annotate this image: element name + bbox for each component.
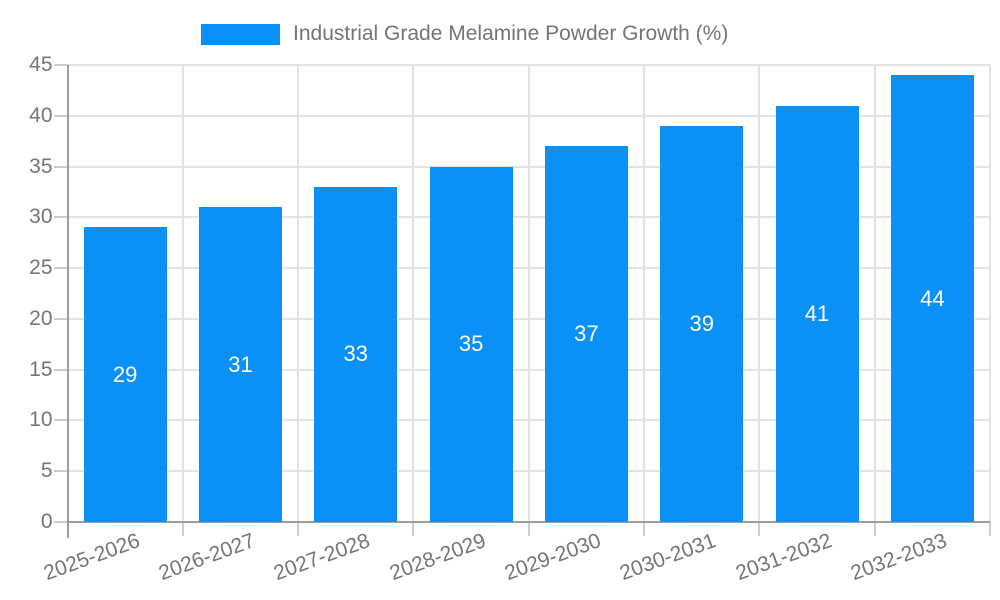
legend-item[interactable]: Industrial Grade Melamine Powder Growth … bbox=[201, 18, 728, 50]
y-axis-label: 25 bbox=[29, 256, 53, 280]
y-axis-tick bbox=[53, 470, 68, 473]
x-axis-tick bbox=[873, 522, 876, 536]
x-axis-tick bbox=[527, 522, 530, 536]
v-gridline bbox=[181, 65, 184, 522]
x-axis-line bbox=[66, 521, 990, 523]
x-axis-label: 2027-2028 bbox=[271, 529, 374, 586]
y-axis-tick bbox=[53, 368, 68, 371]
x-axis-label: 2026-2027 bbox=[155, 529, 258, 586]
x-axis-label: 2029-2030 bbox=[501, 529, 604, 586]
x-axis-label: 2028-2029 bbox=[386, 529, 489, 586]
y-axis-label: 30 bbox=[29, 205, 53, 229]
v-gridline bbox=[297, 65, 300, 522]
bar[interactable] bbox=[544, 146, 628, 522]
bar-value-label: 29 bbox=[112, 361, 138, 387]
y-axis-label: 20 bbox=[29, 306, 53, 330]
bar[interactable] bbox=[890, 75, 974, 522]
bar-value-label: 39 bbox=[689, 310, 714, 336]
v-gridline bbox=[412, 65, 415, 522]
bar[interactable] bbox=[775, 105, 859, 522]
x-axis-label: 2025-2026 bbox=[40, 529, 143, 586]
legend-swatch-icon bbox=[201, 23, 280, 45]
v-gridline bbox=[873, 65, 876, 522]
x-axis-tick bbox=[297, 522, 300, 536]
x-axis-label: 2032-2033 bbox=[847, 529, 950, 586]
y-axis-label: 15 bbox=[29, 357, 53, 381]
y-axis-label: 35 bbox=[29, 154, 53, 178]
y-axis-tick bbox=[53, 317, 68, 320]
legend-label: Industrial Grade Melamine Powder Growth … bbox=[293, 22, 729, 45]
v-gridline bbox=[989, 65, 991, 522]
x-axis-tick bbox=[412, 522, 415, 536]
bar[interactable] bbox=[314, 186, 398, 522]
y-axis-tick bbox=[53, 216, 68, 219]
bar[interactable] bbox=[83, 227, 167, 522]
x-axis-label: 2031-2032 bbox=[732, 529, 835, 586]
y-axis-tick bbox=[53, 267, 68, 270]
v-gridline bbox=[527, 65, 530, 522]
bar-value-label: 37 bbox=[574, 321, 599, 347]
x-axis-tick bbox=[758, 522, 761, 536]
y-axis-label: 10 bbox=[29, 408, 53, 432]
y-axis-label: 0 bbox=[40, 510, 53, 533]
bar[interactable] bbox=[429, 166, 513, 522]
y-axis-tick bbox=[53, 165, 68, 168]
bar-value-label: 35 bbox=[458, 331, 484, 357]
y-axis-label: 45 bbox=[29, 53, 53, 76]
y-axis-label: 40 bbox=[29, 103, 53, 127]
v-gridline bbox=[758, 65, 761, 522]
y-axis-tick bbox=[53, 419, 68, 422]
x-axis-tick bbox=[989, 522, 991, 536]
bar-value-label: 44 bbox=[920, 285, 945, 311]
x-axis-tick bbox=[643, 522, 646, 536]
y-axis-label: 5 bbox=[40, 459, 53, 483]
bar-value-label: 33 bbox=[343, 341, 369, 367]
x-axis-label: 2030-2031 bbox=[616, 529, 720, 586]
bar-value-label: 31 bbox=[228, 351, 253, 377]
bar[interactable] bbox=[660, 125, 744, 522]
y-axis-tick bbox=[53, 521, 68, 523]
bar[interactable] bbox=[198, 207, 282, 522]
y-axis-tick bbox=[53, 64, 68, 66]
y-axis-line bbox=[66, 65, 69, 538]
bar-value-label: 41 bbox=[804, 300, 830, 326]
x-axis-tick bbox=[181, 522, 184, 536]
v-gridline bbox=[643, 65, 646, 522]
y-axis-tick bbox=[53, 114, 68, 117]
